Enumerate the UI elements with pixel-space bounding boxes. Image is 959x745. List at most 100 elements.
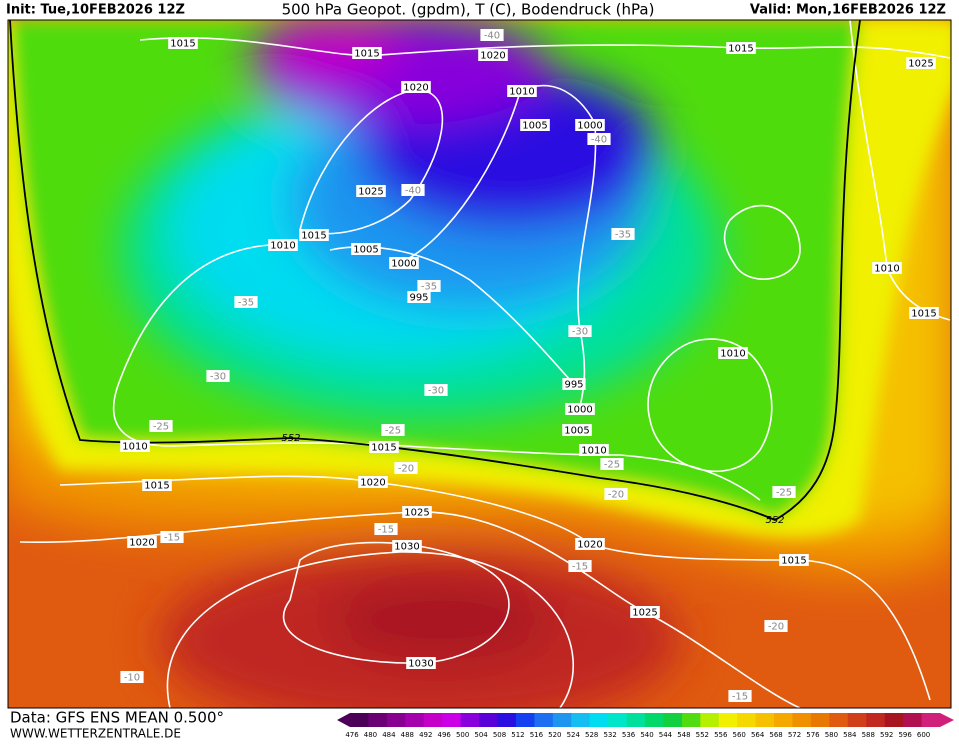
temperature-label-box <box>401 184 425 196</box>
colorbar-swatch <box>681 713 701 727</box>
colorbar-swatch <box>515 713 535 727</box>
map-labels: 1015 1015 1020 1015 1025 1020 1010 1005 1000 1025… <box>120 29 939 703</box>
isobar-label: 1020 <box>129 538 154 549</box>
colorbar-tick-label: 504 <box>474 731 488 739</box>
colorbar-arrow <box>940 713 954 727</box>
colorbar-swatch <box>386 713 406 727</box>
colorbar-tick-label: 564 <box>751 731 765 739</box>
colorbar-tick-label: 536 <box>622 731 636 739</box>
colorbar: 476 480 484 488 492 496 500 504 508 512 516 520 524 5… <box>337 713 954 739</box>
isobar-label: 1015 <box>911 309 936 320</box>
isobar-label: 1010 <box>509 87 534 98</box>
isobar-label-box <box>356 185 386 197</box>
colorbar-swatch <box>534 713 554 727</box>
isobar-label: 1020 <box>360 478 385 489</box>
colorbar-tick-label: 476 <box>345 731 359 739</box>
temperature-label-box <box>764 620 788 632</box>
colorbar-swatch <box>921 713 941 727</box>
map-title: 500 hPa Geopot. (gpdm), T (C), Bodendruc… <box>282 1 655 19</box>
colorbar-swatch <box>368 713 388 727</box>
colorbar-tick-label: 548 <box>677 731 690 739</box>
isobar-label-box <box>351 243 381 255</box>
thickness-label: 552 <box>281 433 300 444</box>
isobar-label-box <box>909 307 939 319</box>
isobar-label-box <box>402 506 432 518</box>
colorbar-tick-label: 488 <box>401 731 414 739</box>
colorbar-tick-label: 568 <box>769 731 782 739</box>
temperature-label-box <box>568 560 592 572</box>
colorbar-arrow <box>337 713 350 727</box>
temperature-label: -40 <box>405 186 421 197</box>
isobar-label: 1015 <box>170 39 195 50</box>
temperature-label: -15 <box>378 525 394 536</box>
temperature-label: -30 <box>428 386 444 397</box>
temperature-label-box <box>611 228 635 240</box>
isobar <box>723 204 801 280</box>
colorbar-swatch <box>774 713 793 727</box>
isobar-label: 1015 <box>301 231 326 242</box>
temperature-label: -15 <box>572 562 588 573</box>
temperature-label: -10 <box>124 673 140 684</box>
temperature-label-box <box>480 29 504 41</box>
isobar <box>139 37 951 59</box>
isobar-label: 1020 <box>577 540 602 551</box>
colorbar-tick-label: 556 <box>714 731 728 739</box>
colorbar-tick-label: 580 <box>825 731 838 739</box>
colorbar-swatch <box>663 713 683 727</box>
temperature-label-box <box>417 280 441 292</box>
init-time: Init: Tue,10FEB2026 12Z <box>6 3 185 18</box>
colorbar-swatch <box>829 713 849 727</box>
temperature-label: -25 <box>153 422 169 433</box>
isobar-label-box <box>562 378 586 390</box>
temperature-label-box <box>234 296 258 308</box>
colorbar-swatch <box>423 713 443 727</box>
temperature-label: -35 <box>238 298 254 309</box>
isobar-label: 1025 <box>908 59 933 70</box>
temperature-label-box <box>728 690 752 702</box>
colorbar-tick-label: 496 <box>438 731 452 739</box>
temperature-label-box <box>120 671 144 683</box>
colorbar-swatch <box>405 713 425 727</box>
isobar-label: 1020 <box>403 83 428 94</box>
isobar-label: 1025 <box>632 608 657 619</box>
temperature-label: -25 <box>776 488 792 499</box>
colorbar-swatch <box>884 713 904 727</box>
colorbar-swatch <box>810 713 830 727</box>
isobar-label-box <box>168 37 198 49</box>
isobar-label: 1000 <box>567 405 592 416</box>
isobar-label-box <box>520 119 550 131</box>
isobar-label: 995 <box>564 380 583 391</box>
colorbar-tick-label: 588 <box>862 731 875 739</box>
colorbar-tick-label: 584 <box>843 731 857 739</box>
isobar-label-box <box>507 85 537 97</box>
isobar <box>112 244 761 501</box>
website: WWW.WETTERZENTRALE.DE <box>10 727 181 741</box>
isobar-label-box <box>120 440 150 452</box>
temperature-label-box <box>604 488 628 500</box>
colorbar-swatch <box>497 713 517 727</box>
colorbar-tick-label: 552 <box>696 731 709 739</box>
isobar <box>299 89 444 235</box>
colorbar-tick-label: 592 <box>880 731 893 739</box>
colorbar-tick-label: 572 <box>788 731 801 739</box>
isobar-label-box <box>575 538 605 550</box>
colorbar-tick-label: 600 <box>917 731 930 739</box>
temperature-label: -40 <box>484 31 500 42</box>
temperature-label: -25 <box>604 460 620 471</box>
colorbar-tick-label: 560 <box>733 731 746 739</box>
isobar-label: 1005 <box>522 121 547 132</box>
colorbar-tick-label: 520 <box>548 731 561 739</box>
colorbar-swatch <box>903 713 923 727</box>
isobar-label-box <box>478 49 508 61</box>
temperature-label-box <box>568 325 592 337</box>
isobar-label-box <box>562 424 592 436</box>
colorbar-swatch <box>442 713 462 727</box>
temperature-label: -30 <box>572 327 588 338</box>
isobar-label: 1025 <box>358 187 383 198</box>
colorbar-tick-label: 596 <box>898 731 912 739</box>
isobar-label-box <box>358 476 388 488</box>
valid-time: Valid: Mon,16FEB2026 12Z <box>750 3 946 18</box>
isobar-label-box <box>299 229 329 241</box>
colorbar-swatch <box>350 713 369 727</box>
isobar-label: 1000 <box>577 121 602 132</box>
